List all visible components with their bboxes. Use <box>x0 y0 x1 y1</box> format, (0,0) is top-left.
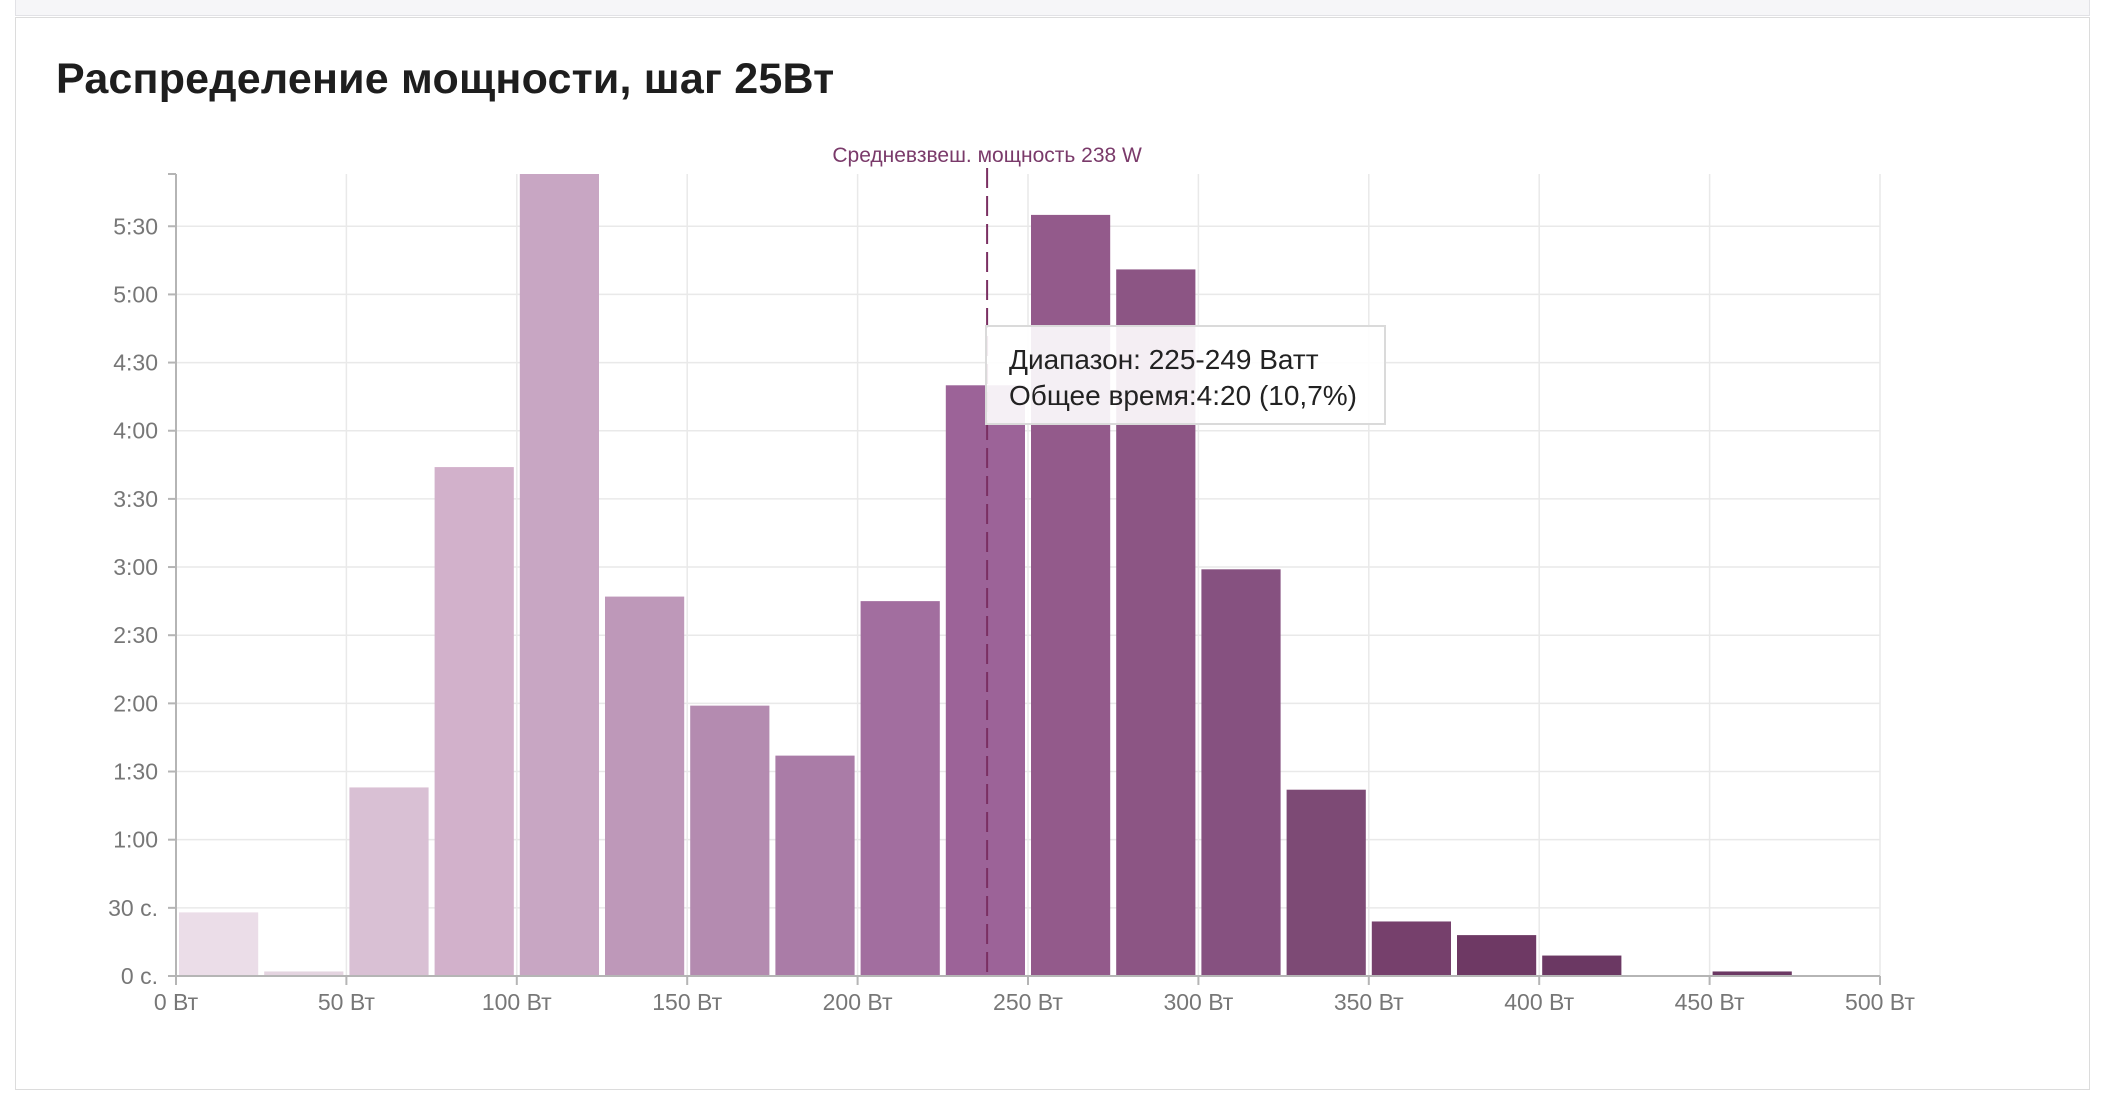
axis-layer: 0 с. 30 с. 1:00 1:30 2:00 2:30 3:00 3:30 4:00 4:3… <box>108 173 1915 1015</box>
histogram-bar <box>1457 935 1537 976</box>
histogram-bar <box>690 705 770 976</box>
x-tick-label: 400 Вт <box>1504 989 1574 1015</box>
y-tick-label: 3:30 <box>113 486 158 512</box>
histogram-bar <box>605 596 685 976</box>
x-tick-label: 250 Вт <box>993 989 1063 1015</box>
histogram-bar <box>945 385 1025 977</box>
x-tick-label: 50 Вт <box>318 989 376 1015</box>
histogram-bar <box>860 601 940 976</box>
y-tick-label: 5:00 <box>113 281 158 307</box>
mean-layer: Средневзвеш. мощность 238 W <box>832 144 1142 976</box>
y-tick-label: 2:30 <box>113 622 158 648</box>
tooltip-total-time: Общее время:4:20 (10,7%) <box>1009 380 1357 411</box>
top-strip <box>15 0 2090 16</box>
histogram-bar <box>519 174 599 976</box>
histogram-bar <box>434 467 514 976</box>
histogram-bar <box>264 971 344 976</box>
x-tick-label: 500 Вт <box>1845 989 1915 1015</box>
y-tick-label: 3:00 <box>113 554 158 580</box>
x-tick-label: 350 Вт <box>1334 989 1404 1015</box>
x-tick-label: 200 Вт <box>823 989 893 1015</box>
histogram-bar <box>349 787 429 976</box>
x-tick-label: 0 Вт <box>154 989 199 1015</box>
histogram-bar <box>775 755 855 976</box>
y-tick-label: 0 с. <box>121 963 158 989</box>
y-tick-label: 30 с. <box>108 895 158 921</box>
y-tick-label: 5:30 <box>113 213 158 239</box>
x-tick-label: 100 Вт <box>482 989 552 1015</box>
histogram-bar <box>1542 955 1622 976</box>
x-tick-label: 450 Вт <box>1675 989 1745 1015</box>
y-tick-label: 4:30 <box>113 350 158 376</box>
histogram-bar <box>1286 789 1366 976</box>
x-tick-label: 300 Вт <box>1163 989 1233 1015</box>
mean-power-label: Средневзвеш. мощность 238 W <box>832 144 1142 167</box>
y-tick-label: 1:30 <box>113 759 158 785</box>
chart-title: Распределение мощности, шаг 25Вт <box>56 55 835 103</box>
histogram-bar <box>179 912 259 976</box>
histogram-bar <box>1201 569 1281 976</box>
y-tick-label: 2:00 <box>113 690 158 716</box>
tooltip-range: Диапазон: 225-249 Ватт <box>1009 344 1319 375</box>
bar-tooltip: Диапазон: 225-249 Ватт Общее время:4:20 … <box>985 325 1386 425</box>
histogram-bar <box>1371 921 1451 976</box>
grid-layer <box>176 174 1881 976</box>
y-tick-label: 1:00 <box>113 827 158 853</box>
x-tick-label: 150 Вт <box>652 989 722 1015</box>
histogram-bar <box>1712 971 1792 976</box>
bar-layer <box>179 174 1792 977</box>
y-tick-label: 4:00 <box>113 418 158 444</box>
